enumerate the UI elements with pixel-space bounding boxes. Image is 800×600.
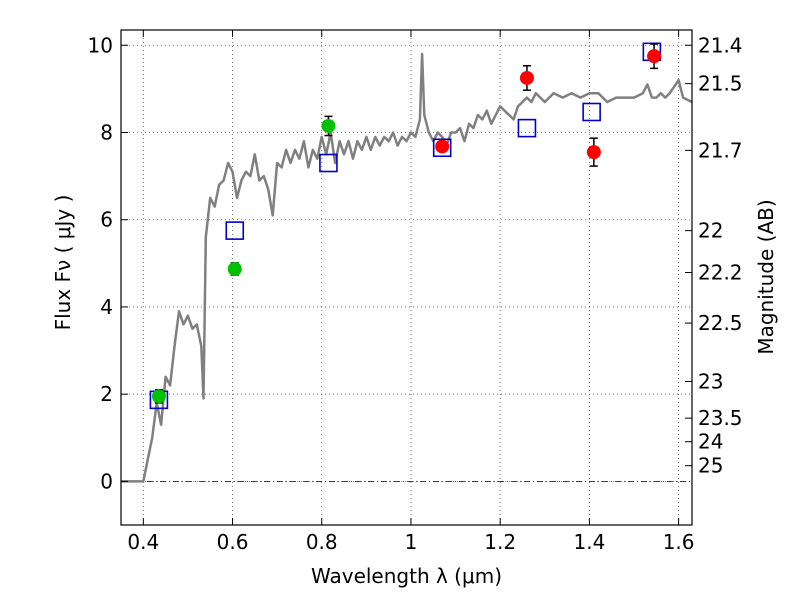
x-tick-label: 1 — [405, 530, 418, 554]
right-tick-label: 22.2 — [698, 260, 743, 284]
model-flux-square — [582, 102, 601, 122]
right-tick-label: 25 — [698, 454, 723, 478]
red-data-point — [435, 139, 450, 154]
x-tick-label: 1.2 — [484, 530, 516, 554]
y-axis-title: Flux Fν ( μJy ) — [51, 195, 75, 331]
y-tick-label: 6 — [100, 208, 113, 232]
red-data-point — [647, 49, 662, 64]
green-data-point — [151, 389, 166, 404]
grid-layer — [121, 30, 692, 525]
y-tick-label: 0 — [100, 469, 113, 493]
right-tick-label: 22.5 — [698, 311, 743, 335]
x-tick-label: 1.4 — [573, 530, 605, 554]
plot-frame — [120, 29, 693, 526]
model-flux-square — [517, 118, 537, 138]
green-data-point — [227, 261, 242, 276]
right-tick-label: 23 — [698, 370, 723, 394]
y-tick-label: 8 — [100, 120, 113, 144]
y-tick-label: 2 — [100, 382, 113, 406]
model-flux-square — [432, 138, 452, 158]
model-flux-square — [319, 153, 338, 173]
model-flux-square — [225, 221, 245, 240]
x-tick-label: 1.6 — [663, 530, 695, 554]
x-tick-label: 0.8 — [306, 530, 338, 554]
red-data-point — [519, 70, 534, 85]
x-tick-label: 0.4 — [127, 530, 159, 554]
right-axis-title: Magnitude (AB) — [754, 199, 778, 354]
model-spectrum-line — [121, 52, 693, 483]
right-tick-label: 23.5 — [698, 406, 743, 430]
model-spectrum-layer — [121, 52, 693, 483]
right-tick-label: 21.5 — [698, 72, 743, 96]
tick-layer — [121, 30, 692, 525]
marker-layer — [149, 42, 662, 410]
right-tick-label: 22 — [698, 219, 723, 243]
red-data-point — [586, 145, 601, 160]
right-tick-label: 21.4 — [698, 33, 743, 57]
x-tick-label: 0.6 — [217, 530, 249, 554]
x-axis-title: Wavelength λ (μm) — [311, 564, 502, 588]
y-tick-label: 4 — [100, 295, 113, 319]
right-tick-label: 24 — [698, 430, 723, 454]
right-tick-label: 21.7 — [698, 138, 743, 162]
y-tick-label: 10 — [88, 33, 113, 57]
green-data-point — [321, 118, 336, 133]
